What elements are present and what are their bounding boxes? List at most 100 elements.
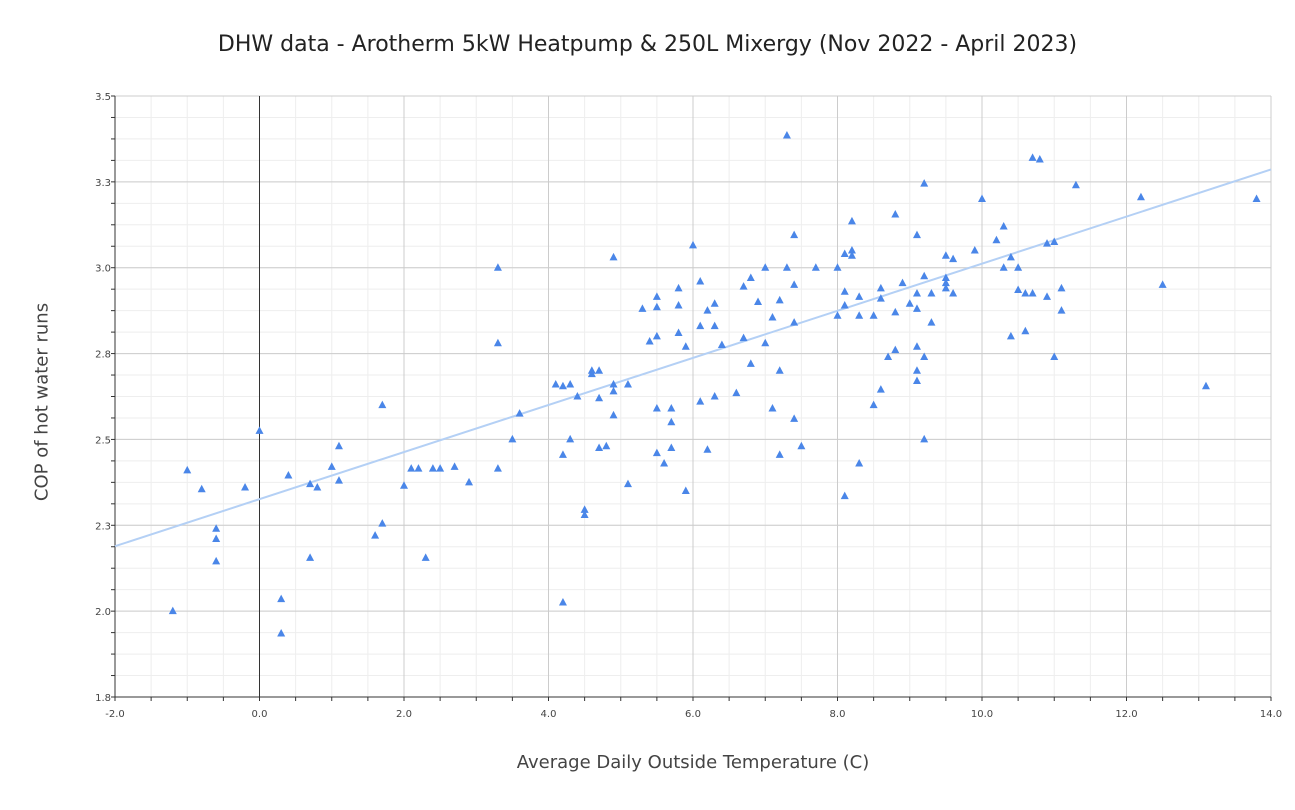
data-point [428,464,437,472]
data-point [609,252,618,261]
data-point [334,441,343,450]
data-point [1043,239,1052,247]
data-point [667,443,676,452]
y-tick-label: 2.8 [95,350,111,361]
data-point [746,359,755,367]
data-point [912,376,921,385]
data-point [306,479,315,488]
y-tick-label: 3.0 [95,264,111,275]
data-point [660,458,669,467]
data-point [703,306,712,314]
data-point [746,273,755,282]
data-point [421,553,430,561]
data-point [905,299,914,307]
data-point [436,464,445,472]
data-point [847,251,856,259]
data-point [508,434,517,443]
data-point [566,434,575,443]
data-point [999,222,1008,230]
data-point [1057,283,1066,292]
data-point [371,531,380,539]
data-point [566,379,575,388]
data-point [623,479,632,488]
data-point [241,483,250,491]
data-point [732,388,741,397]
data-point [884,352,893,361]
data-point [920,434,929,443]
data-point [754,297,763,306]
data-point [891,209,900,218]
data-point [334,476,343,484]
data-point [197,484,206,493]
data-point [652,331,661,340]
data-point [652,404,661,412]
x-tick-label: 8.0 [830,709,846,720]
data-point [739,282,748,290]
data-point [1252,194,1261,203]
data-point [876,283,885,292]
data-point [1050,237,1059,245]
data-point [493,263,502,271]
data-point [790,414,799,422]
data-point [689,240,697,249]
data-point [790,318,799,326]
data-point [696,397,705,405]
data-point [212,524,221,532]
data-point [667,417,676,426]
data-point [876,294,885,302]
data-point [595,366,604,374]
y-tick-label: 2.3 [95,521,111,532]
data-point [1035,155,1044,163]
data-point [761,263,770,271]
data-point [313,483,322,491]
data-point [703,445,712,453]
data-point [378,400,387,409]
data-point [638,304,647,312]
data-point [696,276,705,285]
data-point [1043,292,1052,300]
data-point [212,534,221,543]
data-point [941,278,950,287]
data-point [833,311,842,319]
data-point [855,311,864,319]
data-point [580,510,589,518]
data-point [1014,285,1023,294]
data-point [645,337,654,345]
data-point [1028,288,1037,297]
data-point [912,288,921,297]
data-point [378,519,387,527]
data-point [1136,192,1145,201]
data-point [912,366,921,374]
data-point [1021,326,1030,335]
data-point [1014,263,1023,271]
data-point [840,491,849,500]
data-point [847,246,856,254]
data-point [840,249,849,257]
data-point [840,287,849,295]
data-point [558,598,567,606]
data-point [674,328,683,336]
data-point [696,321,705,330]
data-point [797,441,806,450]
data-point [1006,331,1015,340]
data-point [920,352,929,361]
data-point [761,338,770,347]
data-point [327,462,336,470]
data-point [833,263,842,271]
data-point [782,263,791,271]
x-tick-label: 6.0 [685,709,701,720]
data-point [674,300,683,309]
data-point [847,216,856,225]
data-point [609,379,618,388]
data-point [284,470,293,479]
x-tick-label: 4.0 [541,709,557,720]
chart-title: DHW data - Arotherm 5kW Heatpump & 250L … [217,32,1078,57]
data-point [623,379,632,388]
data-point [515,409,524,417]
y-tick-label: 1.8 [95,693,111,704]
data-point [1050,352,1059,361]
data-point [652,292,661,300]
data-point [790,280,799,288]
